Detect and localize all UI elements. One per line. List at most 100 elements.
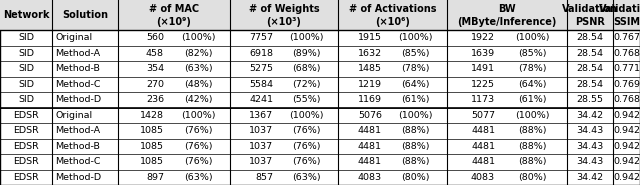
Text: (68%): (68%)	[292, 64, 321, 73]
Text: (63%): (63%)	[184, 64, 212, 73]
Text: (89%): (89%)	[292, 49, 321, 58]
Text: 1085: 1085	[140, 157, 164, 166]
Text: (76%): (76%)	[292, 126, 321, 135]
Text: 1485: 1485	[358, 64, 382, 73]
Text: 4481: 4481	[471, 126, 495, 135]
Text: (78%): (78%)	[518, 64, 547, 73]
Text: Validation: Validation	[562, 4, 618, 14]
Text: 458: 458	[146, 49, 164, 58]
Text: 1367: 1367	[249, 111, 273, 120]
Text: 270: 270	[146, 80, 164, 89]
Text: 28.54: 28.54	[577, 64, 604, 73]
Text: 1225: 1225	[471, 80, 495, 89]
Text: (61%): (61%)	[518, 95, 547, 104]
Text: 4481: 4481	[358, 157, 382, 166]
Text: (88%): (88%)	[401, 126, 429, 135]
Text: 34.42: 34.42	[577, 173, 604, 182]
Text: 28.54: 28.54	[577, 33, 604, 42]
Text: 28.54: 28.54	[577, 49, 604, 58]
Text: 0.942: 0.942	[613, 126, 640, 135]
Text: (×10⁹): (×10⁹)	[157, 17, 191, 27]
Text: (×10⁶): (×10⁶)	[375, 17, 410, 27]
Text: (76%): (76%)	[184, 142, 212, 151]
Text: 560: 560	[146, 33, 164, 42]
Text: Method-B: Method-B	[55, 142, 100, 151]
Text: (82%): (82%)	[184, 49, 212, 58]
Text: Solution: Solution	[62, 10, 108, 20]
Text: (100%): (100%)	[515, 111, 549, 120]
Text: (100%): (100%)	[515, 33, 549, 42]
Text: 0.942: 0.942	[613, 173, 640, 182]
Text: 1491: 1491	[471, 64, 495, 73]
Text: (85%): (85%)	[518, 49, 547, 58]
Text: (48%): (48%)	[184, 80, 212, 89]
Text: SID: SID	[18, 64, 34, 73]
Text: (72%): (72%)	[292, 80, 321, 89]
Text: (78%): (78%)	[401, 64, 429, 73]
Text: 1428: 1428	[140, 111, 164, 120]
Text: (100%): (100%)	[289, 111, 324, 120]
Text: 1037: 1037	[249, 126, 273, 135]
Text: 1639: 1639	[471, 49, 495, 58]
Text: SID: SID	[18, 80, 34, 89]
Text: 1169: 1169	[358, 95, 382, 104]
Text: (85%): (85%)	[401, 49, 429, 58]
Text: 0.771: 0.771	[613, 64, 640, 73]
Text: 0.942: 0.942	[613, 111, 640, 120]
Text: Validation: Validation	[598, 4, 640, 14]
Text: 1219: 1219	[358, 80, 382, 89]
Text: (88%): (88%)	[518, 157, 547, 166]
Text: PSNR: PSNR	[575, 17, 605, 27]
Text: EDSR: EDSR	[13, 111, 39, 120]
Text: 1085: 1085	[140, 142, 164, 151]
Text: (100%): (100%)	[398, 33, 433, 42]
Text: Original: Original	[55, 33, 92, 42]
Text: 5077: 5077	[471, 111, 495, 120]
Text: (64%): (64%)	[518, 80, 547, 89]
Text: 236: 236	[146, 95, 164, 104]
Text: (88%): (88%)	[401, 157, 429, 166]
Text: Network: Network	[3, 10, 49, 20]
Text: # of Weights: # of Weights	[249, 4, 319, 14]
Text: # of Activations: # of Activations	[349, 4, 436, 14]
Text: (76%): (76%)	[292, 142, 321, 151]
Text: 857: 857	[255, 173, 273, 182]
Text: 1037: 1037	[249, 142, 273, 151]
Text: 0.942: 0.942	[613, 157, 640, 166]
Text: (100%): (100%)	[398, 111, 433, 120]
Text: 4083: 4083	[358, 173, 382, 182]
Text: 34.43: 34.43	[577, 126, 604, 135]
Text: 0.769: 0.769	[613, 80, 640, 89]
Text: 34.42: 34.42	[577, 111, 604, 120]
Text: 0.942: 0.942	[613, 142, 640, 151]
Text: (61%): (61%)	[401, 95, 429, 104]
Text: 4481: 4481	[471, 142, 495, 151]
Text: SID: SID	[18, 33, 34, 42]
Text: 4481: 4481	[358, 126, 382, 135]
Text: EDSR: EDSR	[13, 126, 39, 135]
Text: (76%): (76%)	[292, 157, 321, 166]
Text: 28.55: 28.55	[577, 95, 604, 104]
Bar	[0, 0, 640, 30]
Text: 34.43: 34.43	[577, 142, 604, 151]
Text: (80%): (80%)	[401, 173, 429, 182]
Text: 1085: 1085	[140, 126, 164, 135]
Text: 5584: 5584	[249, 80, 273, 89]
Text: EDSR: EDSR	[13, 173, 39, 182]
Text: BW: BW	[498, 4, 516, 14]
Text: 1037: 1037	[249, 157, 273, 166]
Text: 0.767: 0.767	[613, 33, 640, 42]
Text: Method-A: Method-A	[55, 49, 100, 58]
Text: EDSR: EDSR	[13, 157, 39, 166]
Text: 5275: 5275	[249, 64, 273, 73]
Text: (100%): (100%)	[180, 111, 215, 120]
Text: Method-B: Method-B	[55, 64, 100, 73]
Text: (76%): (76%)	[184, 157, 212, 166]
Text: (63%): (63%)	[292, 173, 321, 182]
Text: 1915: 1915	[358, 33, 382, 42]
Text: (88%): (88%)	[518, 126, 547, 135]
Text: Method-C: Method-C	[55, 80, 100, 89]
Text: 34.43: 34.43	[577, 157, 604, 166]
Text: (76%): (76%)	[184, 126, 212, 135]
Text: (×10³): (×10³)	[267, 17, 301, 27]
